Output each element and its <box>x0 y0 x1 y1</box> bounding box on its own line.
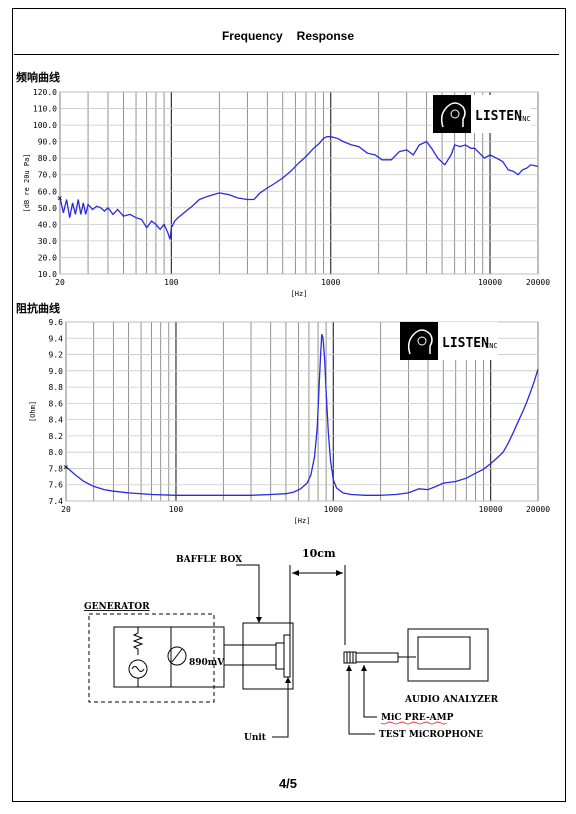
y-tick-label: 60.0 <box>38 187 57 196</box>
logo-face-icon <box>440 102 466 128</box>
voltmeter-needle <box>171 648 183 663</box>
section-label-impedance: 阻抗曲线 <box>16 302 60 315</box>
impedance-chart: 7.4 7.6 7.8 8.0 8.2 8.4 8.6 8.8 9.0 9.2 9.4 9.6 20 10… <box>29 318 550 525</box>
mic-pre-amp <box>355 652 399 663</box>
analyzer-screen <box>417 636 471 670</box>
y-tick-label: 30.0 <box>38 237 57 246</box>
unit-leader <box>272 677 289 738</box>
data-series-line <box>65 334 539 496</box>
logo-suffix: INC <box>485 342 498 350</box>
y-tick-label: 20.0 <box>38 253 57 262</box>
x-tick-label: 1000 <box>324 505 343 514</box>
audio-analyzer-label: AUDIO ANALYZER <box>404 695 499 705</box>
logo-ear-icon <box>417 336 427 346</box>
unit-label: Unit <box>244 733 267 743</box>
generator-label: GENERATOR <box>84 602 150 612</box>
page-frame <box>12 8 566 802</box>
title-rule <box>14 54 559 55</box>
spellcheck-underline <box>380 721 448 725</box>
x-tick-label: 1000 <box>321 278 340 287</box>
microphone-arrow <box>346 665 352 671</box>
y-tick-label: 10.0 <box>38 270 57 279</box>
microphone-leader <box>348 665 375 735</box>
x-tick-label: 100 <box>164 278 179 287</box>
measurement-setup-diagram: 890mV GENERATOR BAFFLE BOX Unit 10cm AUD… <box>84 547 499 743</box>
y-tick-label: 8.0 <box>49 448 64 457</box>
pre-amp-leader <box>363 665 377 718</box>
y-tick-label: 7.8 <box>49 464 64 473</box>
mic-pre-amp-label: MiC PRE-AMP <box>381 713 454 723</box>
y-axis-label: [dB re 20u Pa] <box>23 153 31 212</box>
y-tick-label: 8.4 <box>49 416 64 425</box>
sine-icon <box>131 666 145 672</box>
page-number: 4/5 <box>278 776 298 791</box>
section-label-frequency: 频响曲线 <box>16 71 60 84</box>
distance-arrow-right <box>336 570 343 576</box>
test-microphone-label: TEST MiCROPHONE <box>379 730 483 740</box>
frequency-response-chart: 10.0 20.0 30.0 40.0 50.0 60.0 70.0 80.0 90.0 100.… <box>23 88 550 298</box>
y-tick-label: 90.0 <box>38 138 57 147</box>
voltmeter-icon <box>167 646 187 666</box>
y-tick-label: 8.2 <box>49 432 64 441</box>
baffle-box <box>242 622 294 690</box>
speaker-unit <box>275 642 285 670</box>
pre-amp-arrow <box>361 665 367 671</box>
resistor-symbol <box>132 627 144 655</box>
distance-label: 10cm <box>302 547 336 560</box>
page-title: Frequency Response <box>221 29 355 43</box>
y-tick-label: 50.0 <box>38 204 57 213</box>
y-tick-label: 100.0 <box>33 121 57 130</box>
logo-ear-icon <box>450 109 460 119</box>
speaker-cone <box>283 634 291 678</box>
distance-arrow-left <box>292 570 299 576</box>
x-axis-label: [Hz] <box>291 290 308 298</box>
start-marker: × <box>57 194 62 204</box>
y-tick-label: 120.0 <box>33 88 57 97</box>
y-axis-label: [Ohm] <box>29 401 37 422</box>
x-tick-label: 20000 <box>526 505 550 514</box>
start-marker: × <box>63 463 68 473</box>
y-tick-label: 40.0 <box>38 220 57 229</box>
x-tick-label: 20000 <box>526 278 550 287</box>
baffle-leader <box>236 564 260 623</box>
y-tick-label: 7.4 <box>49 497 64 506</box>
audio-analyzer <box>407 628 489 682</box>
baffle-box-label: BAFFLE BOX <box>176 555 242 565</box>
y-tick-label: 9.6 <box>49 318 64 327</box>
x-tick-label: 20 <box>55 278 65 287</box>
generator-box <box>113 626 225 688</box>
data-series-line <box>59 136 539 240</box>
x-tick-label: 10000 <box>479 505 503 514</box>
logo-brand: LISTEN <box>475 109 522 124</box>
generator-outline <box>88 613 215 703</box>
y-tick-label: 9.2 <box>49 351 64 360</box>
unit-arrow <box>285 677 291 683</box>
y-tick-label: 9.0 <box>49 367 64 376</box>
logo-face-icon <box>407 329 433 355</box>
y-tick-label: 9.4 <box>49 334 64 343</box>
y-tick-label: 8.8 <box>49 383 64 392</box>
y-tick-label: 8.6 <box>49 399 64 408</box>
logo-suffix: INC <box>518 115 531 123</box>
x-axis-label: [Hz] <box>294 517 311 525</box>
y-tick-label: 70.0 <box>38 171 57 180</box>
x-tick-label: 100 <box>169 505 184 514</box>
voltage-label: 890mV <box>189 658 225 668</box>
baffle-arrow <box>256 617 262 623</box>
x-tick-label: 20 <box>61 505 71 514</box>
logo-brand: LISTEN <box>442 336 489 351</box>
y-tick-label: 7.6 <box>49 481 64 490</box>
y-tick-label: 80.0 <box>38 154 57 163</box>
x-tick-label: 10000 <box>478 278 502 287</box>
y-tick-label: 110.0 <box>33 105 57 114</box>
